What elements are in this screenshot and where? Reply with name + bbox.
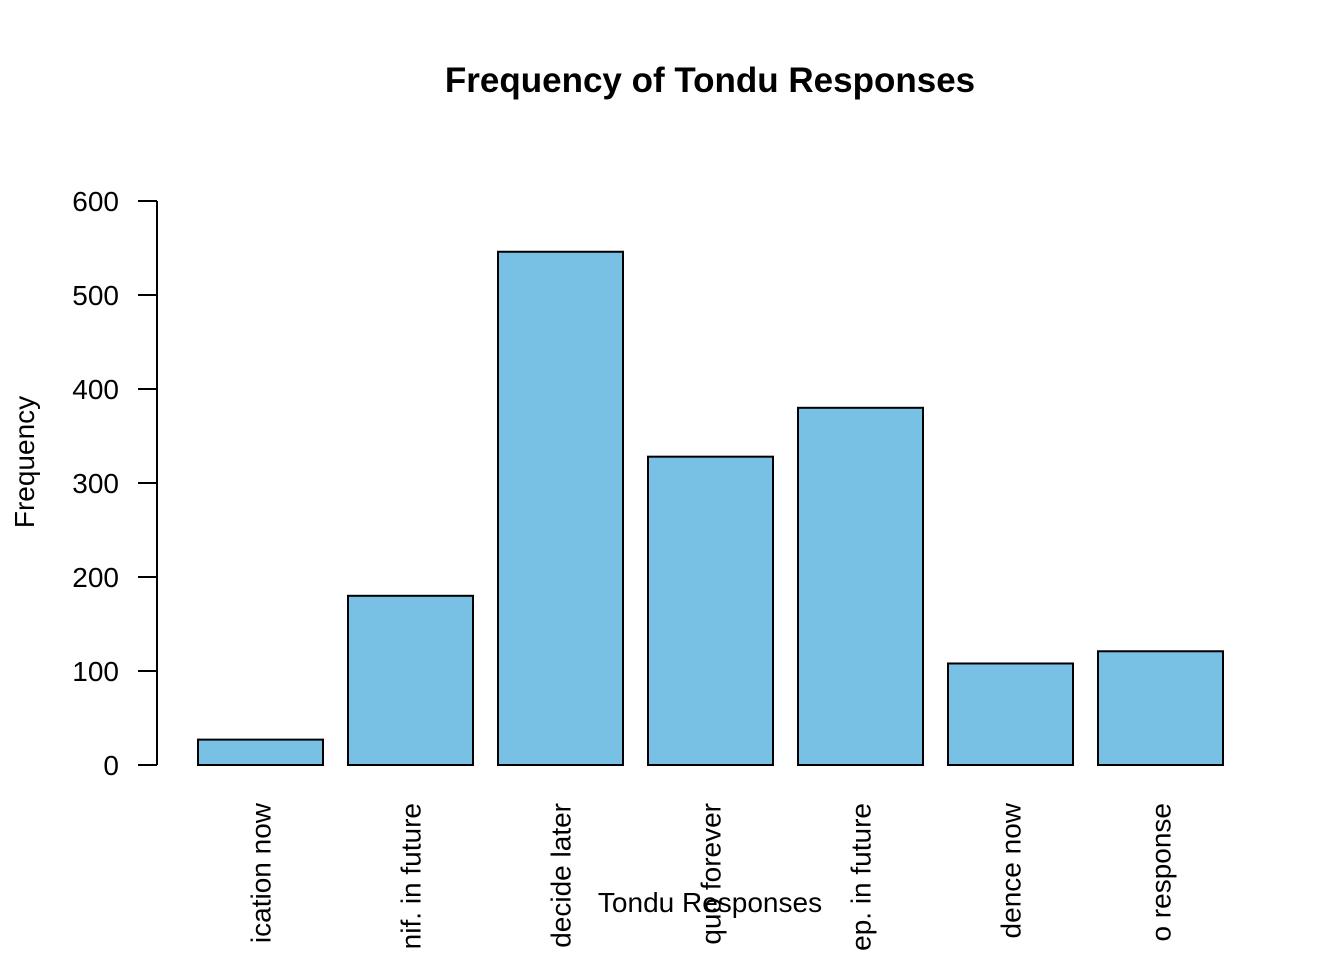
x-tick-label: ep. in future — [846, 803, 877, 951]
y-tick-label: 600 — [72, 186, 119, 217]
bars-group — [197, 250, 1224, 767]
y-tick-label: 500 — [72, 280, 119, 311]
y-tick-label: 300 — [72, 468, 119, 499]
bar-5 — [947, 662, 1074, 766]
y-tick-label: 0 — [103, 750, 119, 781]
x-tick-label: ication now — [246, 802, 277, 943]
y-axis-label: Frequency — [9, 396, 40, 528]
x-tick-label: decide later — [546, 803, 577, 948]
x-tick-label: o response — [1146, 803, 1177, 942]
bar-4 — [797, 406, 924, 766]
bar-6 — [1097, 650, 1224, 767]
bar-1 — [347, 594, 474, 766]
y-tick-label: 400 — [72, 374, 119, 405]
x-axis-label: Tondu Responses — [598, 887, 822, 918]
bar-0 — [197, 738, 324, 766]
x-tick-label: dence now — [996, 802, 1027, 938]
y-tick-label: 200 — [72, 562, 119, 593]
x-tick-label: nif. in future — [396, 803, 427, 949]
bar-3 — [647, 455, 774, 766]
x-tick-labels: ication now nif. in future decide later quo… — [246, 802, 1177, 951]
chart-title: Frequency of Tondu Responses — [445, 61, 975, 100]
bar-2 — [497, 250, 624, 766]
y-tick-label: 100 — [72, 656, 119, 687]
y-axis: 0 100 200 300 400 500 600 — [72, 186, 158, 781]
x-tick-label: quo forever — [696, 803, 727, 945]
